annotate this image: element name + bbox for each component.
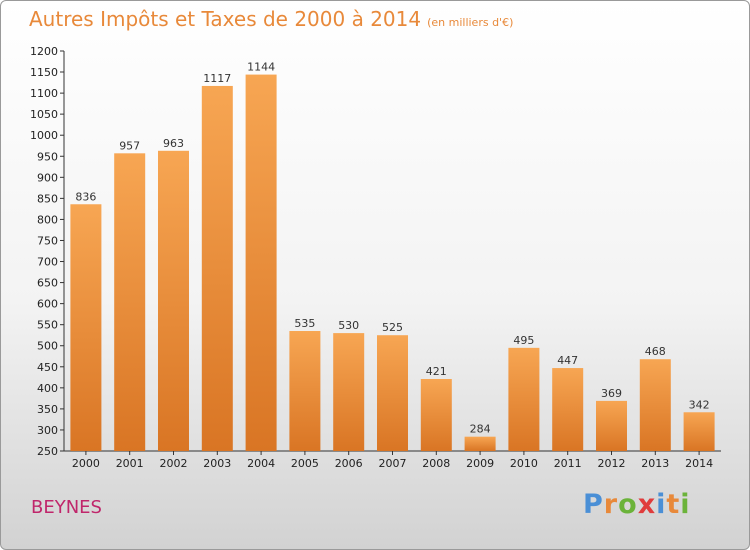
value-label-2014: 342 <box>689 398 710 411</box>
y-tick-label: 650 <box>37 277 58 290</box>
chart-title: Autres Impôts et Taxes de 2000 à 2014 (en… <box>29 7 513 31</box>
logo-letter: t <box>666 489 681 520</box>
logo-letter: x <box>637 489 657 520</box>
value-label-2013: 468 <box>645 345 666 358</box>
y-tick-label: 1000 <box>30 129 58 142</box>
y-tick-label: 900 <box>37 171 58 184</box>
value-label-2008: 421 <box>426 365 447 378</box>
x-tick-label-2004: 2004 <box>247 457 275 470</box>
x-tick-label-2006: 2006 <box>335 457 363 470</box>
x-tick-label-2007: 2007 <box>379 457 407 470</box>
y-tick-label: 500 <box>37 340 58 353</box>
commune-name: BEYNES <box>31 497 102 518</box>
x-tick-label-2003: 2003 <box>203 457 231 470</box>
value-label-2007: 525 <box>382 321 403 334</box>
y-tick-label: 350 <box>37 403 58 416</box>
value-label-2004: 1144 <box>247 61 275 74</box>
x-tick-label-2005: 2005 <box>291 457 319 470</box>
bar-2001 <box>114 153 146 451</box>
bar-2013 <box>639 359 671 451</box>
value-label-2003: 1117 <box>203 72 231 85</box>
y-tick-label: 450 <box>37 361 58 374</box>
value-label-2009: 284 <box>470 423 491 436</box>
y-tick-label: 300 <box>37 424 58 437</box>
bar-2009 <box>464 436 496 451</box>
bar-2006 <box>333 333 365 451</box>
logo-letter: r <box>603 489 619 520</box>
value-label-2002: 963 <box>163 137 184 150</box>
y-tick-label: 1150 <box>30 66 58 79</box>
x-tick-label-2013: 2013 <box>641 457 669 470</box>
y-tick-label: 1050 <box>30 108 58 121</box>
x-tick-label-2000: 2000 <box>72 457 100 470</box>
logo-letter: i <box>680 489 691 520</box>
x-tick-label-2012: 2012 <box>598 457 626 470</box>
bar-2014 <box>683 412 715 451</box>
y-tick-label: 700 <box>37 256 58 269</box>
logo-letter: i <box>656 489 667 520</box>
x-tick-label-2001: 2001 <box>116 457 144 470</box>
bar-2002 <box>158 150 189 451</box>
logo-letter: o <box>618 489 638 520</box>
x-tick-label-2010: 2010 <box>510 457 538 470</box>
value-label-2005: 535 <box>294 317 315 330</box>
y-tick-label: 800 <box>37 213 58 226</box>
bar-2012 <box>596 400 627 451</box>
bar-2005 <box>289 331 321 451</box>
x-tick-label-2014: 2014 <box>685 457 713 470</box>
chart-subtitle: (en milliers d'€) <box>427 16 514 29</box>
y-tick-label: 1200 <box>30 45 58 58</box>
value-label-2012: 369 <box>601 387 622 400</box>
logo-letter: P <box>583 489 604 520</box>
y-tick-label: 600 <box>37 298 58 311</box>
proxiti-logo: Proxiti <box>583 489 691 520</box>
chart-title-text: Autres Impôts et Taxes de 2000 à 2014 <box>29 7 422 31</box>
y-tick-label: 250 <box>37 445 58 458</box>
y-tick-label: 550 <box>37 319 58 332</box>
x-tick-label-2011: 2011 <box>554 457 582 470</box>
bar-2008 <box>420 379 452 451</box>
y-tick-label: 1100 <box>30 87 58 100</box>
x-tick-label-2008: 2008 <box>422 457 450 470</box>
value-label-2000: 836 <box>75 190 96 203</box>
value-label-2001: 957 <box>119 139 140 152</box>
y-tick-label: 750 <box>37 234 58 247</box>
bar-2011 <box>552 368 584 451</box>
y-tick-label: 850 <box>37 192 58 205</box>
y-tick-label: 950 <box>37 150 58 163</box>
bar-2004 <box>245 74 277 451</box>
bar-2007 <box>377 335 408 451</box>
bar-2000 <box>70 204 102 451</box>
value-label-2011: 447 <box>557 354 578 367</box>
x-tick-label-2009: 2009 <box>466 457 494 470</box>
y-tick-label: 400 <box>37 382 58 395</box>
value-label-2006: 530 <box>338 319 359 332</box>
x-tick-label-2002: 2002 <box>160 457 188 470</box>
bar-2010 <box>508 347 540 451</box>
bar-2003 <box>201 85 233 452</box>
value-label-2010: 495 <box>513 334 534 347</box>
